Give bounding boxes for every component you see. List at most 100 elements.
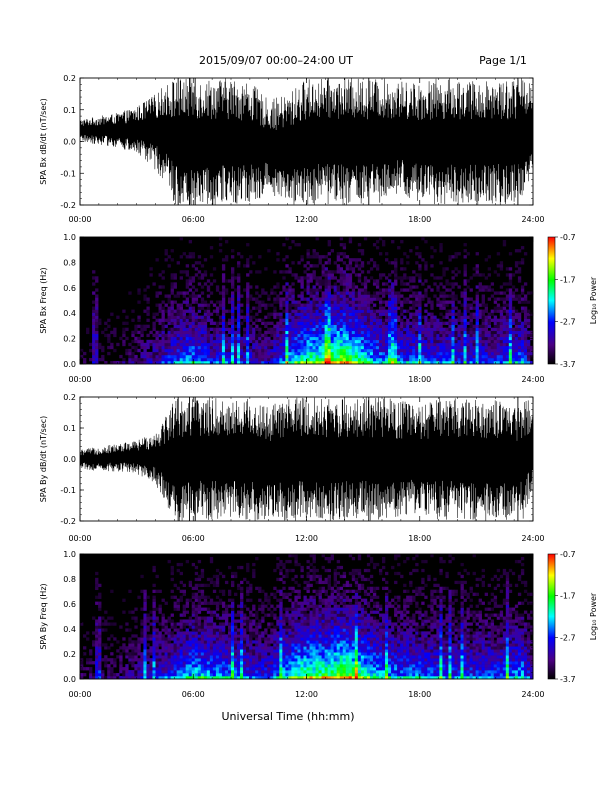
by-spectrogram-cell — [218, 667, 223, 671]
bx-spectrogram-cell — [324, 339, 328, 344]
bx-spectrogram-cell — [188, 255, 193, 259]
bx-spectrogram-cell — [134, 357, 138, 362]
bx-spectrogram-cell — [363, 318, 368, 322]
bx-spectrogram-cell — [436, 345, 440, 350]
bx-spectrogram-cell — [312, 318, 316, 322]
bx-spectrogram-cell — [505, 273, 510, 277]
bx-spectrogram-cell — [375, 267, 380, 271]
by-spectrogram-cell — [161, 622, 165, 626]
bx-spectrogram-cell — [318, 342, 322, 347]
bx-spectrogram-cell — [375, 345, 380, 350]
by-spectrogram-cell — [209, 610, 214, 614]
by-spectrogram-cell — [161, 619, 165, 623]
bx-spectrogram-cell — [324, 342, 328, 347]
bx-spectrogram-cell — [312, 336, 316, 341]
bx-spectrogram-cell — [315, 333, 319, 338]
by-spectrogram-cell — [98, 625, 102, 629]
bx-spectrogram-cell — [505, 336, 510, 341]
bx-spectrogram-cell — [333, 342, 337, 347]
bx-spectrogram-cell — [243, 330, 247, 335]
by-spectrogram-cell — [155, 646, 159, 650]
bx-spectrogram-cell — [475, 267, 479, 271]
bx-spectrogram-cell — [330, 315, 334, 319]
bx-spectrogram-cell — [152, 348, 156, 353]
bx-spectrogram-cell — [303, 357, 307, 362]
bx-spectrogram-cell — [158, 306, 162, 310]
by-spectrogram-cell — [240, 565, 244, 570]
by-spectrogram-cell — [167, 643, 171, 647]
bx-spectrogram-cell — [354, 351, 359, 356]
bx-spectrogram-cell — [246, 273, 250, 277]
bx-spectrogram-cell — [366, 270, 371, 274]
bx-spectrogram-cell — [279, 360, 283, 365]
bx-spectrogram-cell — [203, 360, 208, 365]
bx-spectrogram-cell — [221, 306, 226, 310]
bx-spectrogram-cell — [517, 261, 522, 265]
by-spectrogram-cell — [110, 661, 114, 665]
bx-spectrogram-cell — [454, 252, 458, 256]
bx-spectrogram-cell — [237, 297, 241, 301]
bx-spectrogram-cell — [478, 309, 482, 313]
by-spectrogram-cell — [182, 667, 186, 671]
bx-spectrogram-cell — [463, 357, 467, 362]
bx-spectrogram-cell — [360, 294, 365, 298]
bx-spectrogram-cell — [336, 318, 341, 322]
bx-spectrogram-cell — [279, 318, 283, 322]
by-spectrogram-cell — [212, 667, 217, 671]
by-spectrogram-cell — [246, 664, 250, 668]
by-spectrogram-cell — [234, 667, 238, 671]
bx-spectrogram-cell — [427, 354, 431, 359]
by-spectrogram-cell — [231, 670, 235, 674]
by-spectrogram-cell — [206, 577, 211, 582]
bx-spectrogram-cell — [267, 348, 271, 353]
bx-spectrogram-cell — [357, 315, 362, 319]
bx-spectrogram-cell — [182, 315, 186, 319]
bx-spectrogram-cell — [520, 360, 525, 365]
bx-spectrogram-cell — [436, 324, 440, 329]
by-spectrogram-cell — [209, 556, 214, 561]
by-spectrogram-cell — [197, 655, 202, 659]
bx-spectrogram-cell — [306, 279, 310, 283]
bx-spectrogram-cell — [385, 345, 389, 350]
bx-spectrogram-cell — [385, 288, 389, 292]
by-spectrogram-cell — [240, 634, 244, 638]
by-spectrogram-cell — [125, 646, 129, 650]
bx-spectrogram-cell — [454, 312, 458, 316]
bx-spectrogram-cell — [403, 351, 407, 356]
bx-spectrogram-cell — [240, 345, 244, 350]
bx-spectrogram-cell — [342, 297, 347, 301]
bx-spectrogram-cell — [439, 249, 443, 253]
by-spectrogram-cell — [227, 640, 232, 644]
by-spectrogram-cell — [194, 670, 199, 674]
by-spectrogram-cell — [212, 589, 217, 593]
bx-spectrogram-cell — [255, 291, 259, 295]
bx-spectrogram-cell — [185, 336, 190, 341]
by-spectrogram-cell — [101, 673, 105, 677]
bx-spectrogram-cell — [421, 315, 425, 319]
bx-spectrogram-cell — [463, 264, 467, 268]
bx-spectrogram-cell — [339, 330, 344, 335]
bx-spectrogram-cell — [149, 273, 153, 277]
bx-spectrogram-cell — [403, 327, 407, 332]
bx-spectrogram-cell — [391, 324, 395, 329]
bx-spectrogram-cell — [200, 336, 205, 341]
by-spectrogram-cell — [212, 625, 217, 629]
bx-spectrogram-cell — [218, 291, 223, 295]
by-spectrogram-cell — [128, 658, 132, 662]
bx-spectrogram-cell — [412, 285, 416, 289]
bx-spectrogram-cell — [258, 357, 262, 362]
by-spectrogram-cell — [149, 637, 153, 641]
bx-spectrogram-cell — [366, 342, 371, 347]
bx-spectrogram-cell — [382, 342, 386, 347]
bx-spectrogram-cell — [439, 333, 443, 338]
bx-spectrogram-cell — [400, 336, 404, 341]
bx-spectrogram-cell — [215, 312, 220, 316]
by-spectrogram-cell — [188, 619, 193, 623]
bx-spectrogram-cell — [466, 321, 470, 325]
bx-spectrogram-cell — [255, 333, 259, 338]
by-spectrogram-cell — [191, 667, 196, 671]
bx-spectrogram-cell — [92, 324, 96, 329]
by-spectrogram-cell — [122, 673, 126, 677]
bx-spectrogram-cell — [397, 360, 401, 365]
by-spectrogram-cell — [215, 652, 220, 656]
